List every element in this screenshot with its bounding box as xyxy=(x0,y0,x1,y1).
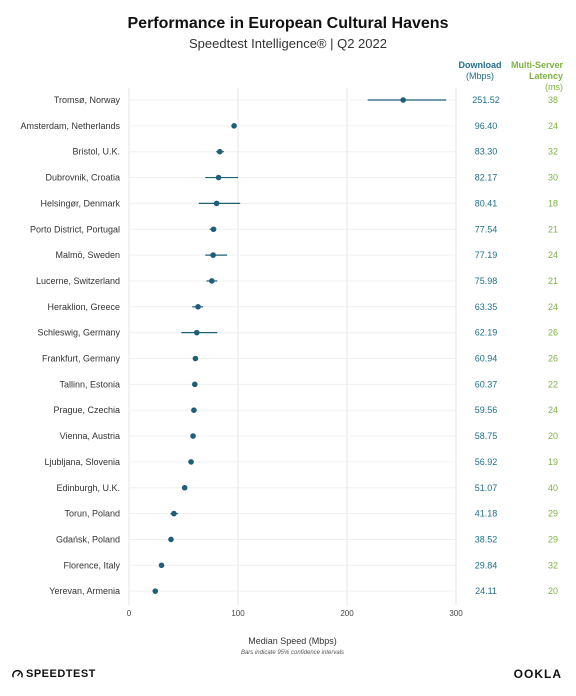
latency-value: 24 xyxy=(548,121,558,131)
latency-value: 29 xyxy=(548,509,558,519)
latency-value: 38 xyxy=(548,95,558,105)
latency-value: 24 xyxy=(548,302,558,312)
x-tick-label: 0 xyxy=(127,609,132,618)
category-label: Heraklion, Greece xyxy=(47,302,120,312)
speedtest-logo: SPEEDTEST xyxy=(12,668,96,680)
x-tick-label: 300 xyxy=(449,609,463,618)
download-value: 41.18 xyxy=(475,509,498,519)
data-point xyxy=(216,148,223,155)
confidence-interval-note: Bars indicate 95% confidence intervals xyxy=(240,650,345,656)
download-value: 62.19 xyxy=(475,328,498,338)
chart-subtitle: Speedtest Intelligence® | Q2 2022 xyxy=(189,36,387,51)
category-label: Vienna, Austria xyxy=(60,431,120,441)
latency-header-label: Multi-Server Latency xyxy=(510,60,563,81)
download-column-header: Download (Mbps) xyxy=(452,60,508,82)
data-point xyxy=(213,200,220,207)
speedtest-wordmark: SPEEDTEST xyxy=(26,668,96,680)
category-label: Helsingør, Denmark xyxy=(40,198,120,208)
category-label: Malmö, Sweden xyxy=(55,250,120,260)
speedtest-gauge-icon xyxy=(12,669,23,678)
category-label: Florence, Italy xyxy=(63,560,120,570)
data-point xyxy=(171,510,177,517)
data-point xyxy=(168,536,174,543)
download-value: 63.35 xyxy=(475,302,498,312)
latency-value: 40 xyxy=(548,483,558,493)
category-label: Tallinn, Estonia xyxy=(59,379,120,389)
category-label: Edinburgh, U.K. xyxy=(56,483,120,493)
latency-value: 18 xyxy=(548,198,558,208)
data-point xyxy=(191,407,197,414)
latency-value: 22 xyxy=(548,379,558,389)
download-value: 77.54 xyxy=(475,224,498,234)
latency-value: 26 xyxy=(548,354,558,364)
data-point xyxy=(188,459,194,465)
download-value: 60.94 xyxy=(475,354,498,364)
x-tick-label: 100 xyxy=(231,609,245,618)
latency-value: 21 xyxy=(548,224,558,234)
data-point xyxy=(192,381,198,388)
download-value: 38.52 xyxy=(475,534,498,544)
latency-value: 20 xyxy=(548,586,558,596)
download-header-label: Download xyxy=(458,60,502,70)
download-value: 59.56 xyxy=(475,405,498,415)
data-point xyxy=(158,562,165,569)
download-value: 75.98 xyxy=(475,276,498,286)
category-label: Prague, Czechia xyxy=(53,405,120,415)
category-label: Amsterdam, Netherlands xyxy=(20,121,120,131)
latency-header-unit: (ms) xyxy=(545,82,563,92)
ookla-logo: OOKLA xyxy=(513,667,562,681)
category-label: Porto District, Portugal xyxy=(30,224,120,234)
data-point xyxy=(209,278,215,284)
latency-value: 32 xyxy=(548,147,558,157)
category-label: Gdańsk, Poland xyxy=(56,534,120,544)
data-point xyxy=(231,123,237,129)
latency-value: 20 xyxy=(548,431,558,441)
download-value: 83.30 xyxy=(475,147,498,157)
latency-value: 24 xyxy=(548,405,558,415)
data-point xyxy=(210,252,216,258)
latency-value: 29 xyxy=(548,534,558,544)
download-value: 58.75 xyxy=(475,431,498,441)
category-label: Torun, Poland xyxy=(64,509,120,519)
category-label: Lucerne, Switzerland xyxy=(36,276,120,286)
latency-value: 24 xyxy=(548,250,558,260)
data-point xyxy=(210,226,217,233)
latency-value: 30 xyxy=(548,173,558,183)
category-label: Bristol, U.K. xyxy=(72,147,120,157)
latency-value: 26 xyxy=(548,328,558,338)
latency-value: 32 xyxy=(548,560,558,570)
data-point xyxy=(152,588,159,594)
category-label: Dubrovnik, Croatia xyxy=(45,173,120,183)
x-tick-label: 200 xyxy=(340,609,354,618)
download-value: 82.17 xyxy=(475,173,498,183)
download-value: 60.37 xyxy=(475,379,498,389)
category-label: Yerevan, Armenia xyxy=(49,586,120,596)
data-point xyxy=(192,355,199,362)
latency-column-header: Multi-Server Latency (ms) xyxy=(503,60,563,93)
data-point xyxy=(193,329,200,336)
download-value: 51.07 xyxy=(475,483,498,493)
category-label: Schleswig, Germany xyxy=(37,328,120,338)
latency-value: 21 xyxy=(548,276,558,286)
download-value: 77.19 xyxy=(475,250,498,260)
download-value: 29.84 xyxy=(475,560,498,570)
download-value: 24.11 xyxy=(475,586,497,596)
download-header-unit: (Mbps) xyxy=(465,71,494,81)
data-point xyxy=(181,484,188,491)
latency-value: 19 xyxy=(548,457,558,467)
download-value: 251.52 xyxy=(472,95,500,105)
category-label: Tromsø, Norway xyxy=(54,95,121,105)
data-point xyxy=(195,304,201,310)
chart-title: Performance in European Cultural Havens xyxy=(127,15,449,32)
download-value: 80.41 xyxy=(475,198,498,208)
download-value: 96.40 xyxy=(475,121,498,131)
x-axis-label: Median Speed (Mbps) xyxy=(248,636,337,646)
category-label: Frankfurt, Germany xyxy=(42,354,121,364)
data-point xyxy=(400,97,406,103)
category-label: Ljubljana, Slovenia xyxy=(44,457,120,467)
data-point xyxy=(215,174,222,181)
data-point xyxy=(190,433,196,439)
download-value: 56.92 xyxy=(475,457,498,467)
